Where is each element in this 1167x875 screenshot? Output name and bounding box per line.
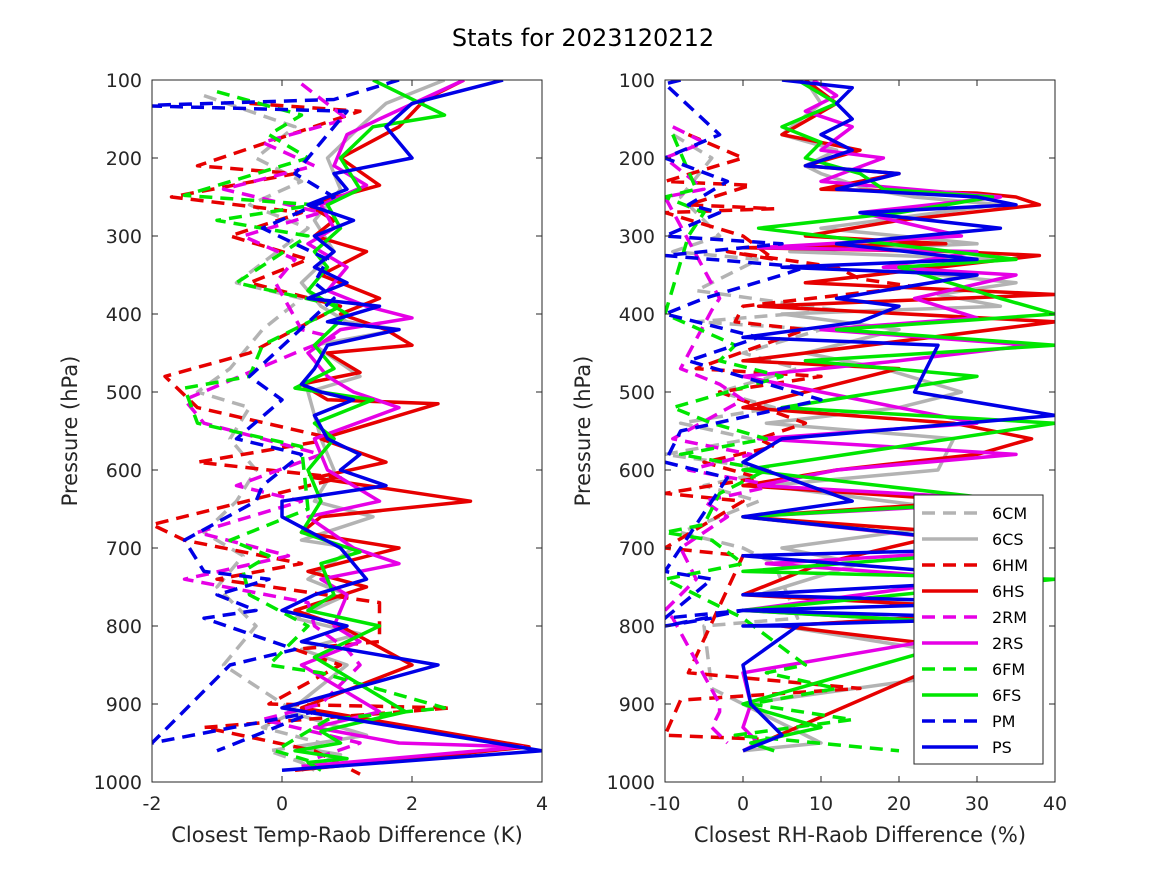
legend-label-6fs: 6FS: [992, 686, 1021, 705]
legend-label-6hm: 6HM: [992, 556, 1028, 575]
temp-x-tick-label: 0: [276, 793, 288, 815]
temp-x-axis-label: Closest Temp-Raob Difference (K): [171, 823, 523, 847]
rh-x-tick-label: 20: [887, 793, 911, 815]
temp-series-6cs: [286, 80, 446, 772]
rh-y-tick-label: 400: [619, 304, 655, 326]
temp-series-6fm: [182, 90, 447, 765]
rh-y-tick-label: 500: [619, 382, 655, 404]
temp-series-6hm: [152, 101, 453, 776]
temp-x-tick-label: -2: [143, 793, 162, 815]
rh-y-tick-label: 600: [619, 460, 655, 482]
temp-y-tick-label: 700: [106, 538, 142, 560]
rh-x-tick-label: 40: [1043, 793, 1067, 815]
legend-label-ps: PS: [992, 738, 1012, 757]
legend: 6CM 6CS 6HM 6HS 2RM 2RS 6FM 6FS PM PS: [913, 494, 1044, 765]
legend-box: [913, 494, 1044, 765]
rh-x-axis-label: Closest RH-Raob Difference (%): [694, 823, 1026, 847]
rh-series-ps: [741, 80, 1055, 753]
rh-y-tick-label: 100: [619, 70, 655, 92]
rh-x-tick-label: -10: [649, 793, 680, 815]
rh-x-tick-label: 10: [809, 793, 833, 815]
rh-series-pm: [665, 80, 823, 628]
temp-y-tick-label: 1000: [94, 772, 142, 794]
legend-label-6hs: 6HS: [992, 582, 1024, 601]
rh-y-axis-label: Pressure (hPa): [571, 356, 595, 507]
legend-label-pm: PM: [992, 712, 1015, 731]
legend-label-6cm: 6CM: [992, 504, 1027, 523]
legend-label-6cs: 6CS: [992, 530, 1024, 549]
rh-x-tick-label: 0: [737, 793, 749, 815]
temp-panel: -2 0 2 4 100 200 300 400 500 600 700 800 900 1000 Clo…: [58, 70, 548, 847]
temp-y-tick-label: 500: [106, 382, 142, 404]
temp-y-axis-label: Pressure (hPa): [58, 356, 82, 507]
temp-y-tick-label: 200: [106, 148, 142, 170]
legend-label-2rm: 2RM: [992, 608, 1027, 627]
legend-label-2rs: 2RS: [992, 634, 1023, 653]
rh-y-tick-label: 800: [619, 616, 655, 638]
temp-series-ps: [280, 80, 542, 773]
temp-axes-box: [151, 79, 543, 783]
temp-y-tick-label: 400: [106, 304, 142, 326]
rh-y-tick-label: 300: [619, 226, 655, 248]
rh-axes-box: [664, 79, 1056, 783]
rh-y-tick-label: 900: [619, 694, 655, 716]
temp-x-tick-label: 4: [536, 793, 548, 815]
rh-x-tick-label: 30: [965, 793, 989, 815]
legend-label-6fm: 6FM: [992, 660, 1025, 679]
temp-y-tick-label: 900: [106, 694, 142, 716]
temp-y-tick-label: 100: [106, 70, 142, 92]
rh-y-tick-label: 1000: [607, 772, 655, 794]
temp-x-tick-label: 2: [406, 793, 418, 815]
temp-y-tick-label: 300: [106, 226, 142, 248]
rh-series-6fm: [665, 133, 900, 753]
temp-y-tick-label: 800: [106, 616, 142, 638]
temp-y-tick-label: 600: [106, 460, 142, 482]
temp-series-2rs: [299, 80, 525, 769]
rh-y-tick-label: 200: [619, 148, 655, 170]
figure-title: Stats for 2023120212: [452, 24, 714, 52]
temp-series-pm: [152, 80, 400, 753]
rh-series-6hm: [665, 132, 917, 741]
rh-y-tick-label: 700: [619, 538, 655, 560]
